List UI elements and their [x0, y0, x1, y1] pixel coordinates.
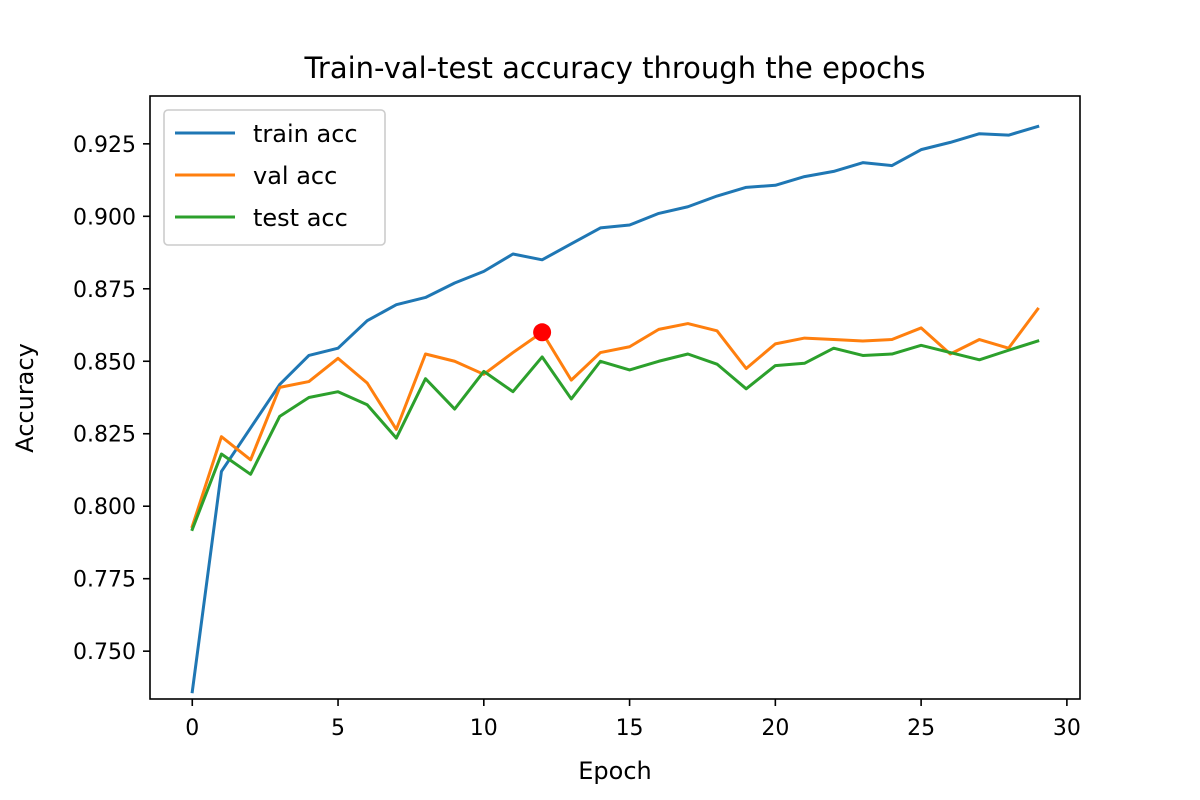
y-axis-label: Accuracy — [11, 343, 39, 453]
plot-lines — [190, 124, 1040, 694]
x-tick-label: 0 — [185, 716, 199, 741]
x-axis-label: Epoch — [578, 757, 652, 785]
legend-entry-label: train acc — [253, 120, 358, 148]
legend-box — [163, 109, 386, 246]
plot-frame — [149, 95, 1081, 700]
y-tick-label: 0.875 — [73, 278, 136, 303]
y-tick-label: 0.750 — [73, 640, 136, 665]
x-axis-ticks: 0 5 10 15 20 25 30 — [185, 699, 1081, 741]
legend: train acc val acc test acc — [163, 109, 386, 246]
y-tick-label: 0.800 — [73, 495, 136, 520]
x-tick-label: 10 — [470, 716, 498, 741]
y-tick-label: 0.850 — [73, 350, 136, 375]
legend-entry-label: test acc — [253, 204, 348, 232]
highlight-point — [533, 323, 552, 342]
x-tick-label: 25 — [907, 716, 935, 741]
series-line-2 — [190, 339, 1040, 532]
y-tick-label: 0.900 — [73, 205, 136, 230]
legend-entry-label: val acc — [253, 162, 337, 190]
series-line-1 — [190, 306, 1040, 529]
y-tick-label: 0.825 — [73, 423, 136, 448]
y-tick-label: 0.925 — [73, 133, 136, 158]
y-axis-ticks: 0.750 0.775 0.800 0.825 0.850 0.875 0.900 0.925 — [73, 133, 150, 665]
series-line-0 — [190, 124, 1040, 694]
chart-title: Train-val-test accuracy through the epoc… — [303, 51, 925, 85]
y-tick-label: 0.775 — [73, 568, 136, 593]
x-tick-label: 15 — [616, 716, 644, 741]
x-tick-label: 30 — [1053, 716, 1081, 741]
x-tick-label: 5 — [331, 716, 345, 741]
x-tick-label: 20 — [761, 716, 789, 741]
